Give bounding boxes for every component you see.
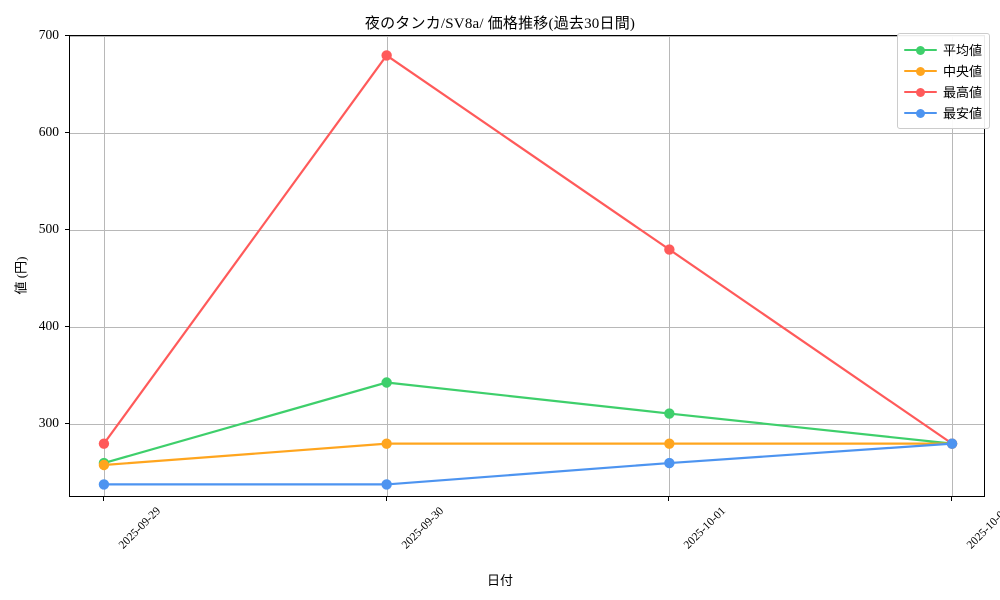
chart-title: 夜のタンカ/SV8a/ 価格推移(過去30日間): [364, 16, 636, 32]
legend-item-中央値[interactable]: 中央値: [903, 60, 982, 81]
data-point: [946, 438, 958, 449]
data-point: [381, 377, 392, 388]
x-axis-label: 日付: [486, 573, 513, 588]
data-point: [381, 50, 392, 61]
legend-item-最安値[interactable]: 最安値: [903, 102, 982, 123]
gridline-horizontal: [70, 230, 984, 232]
legend-marker-icon: [903, 86, 937, 98]
gridline-horizontal: [70, 424, 984, 426]
series-最安値: [98, 438, 958, 490]
data-point: [664, 244, 675, 255]
data-point: [381, 479, 392, 490]
data-point: [664, 438, 675, 449]
data-point: [98, 438, 110, 449]
legend-label: 平均値: [942, 43, 982, 58]
series-lines: [98, 50, 958, 490]
gridline-horizontal: [70, 327, 984, 329]
legend-label: 最安値: [942, 106, 982, 121]
y-tick-label: 600: [38, 124, 59, 140]
gridline-vertical: [669, 36, 671, 496]
y-tick-mark: [65, 229, 69, 231]
gridline-vertical: [952, 36, 954, 496]
data-point: [381, 438, 392, 449]
legend-item-平均値[interactable]: 平均値: [903, 39, 982, 60]
x-tick-label: 2025-09-30: [399, 505, 446, 552]
data-point: [98, 479, 110, 490]
y-tick-mark: [65, 326, 69, 328]
y-tick-mark: [65, 132, 69, 134]
y-tick-label: 400: [38, 318, 59, 334]
x-tick-label: 2025-09-29: [116, 505, 164, 552]
legend-item-最高値[interactable]: 最高値: [903, 81, 982, 102]
chart-legend: 平均値中央値最高値最安値: [896, 33, 990, 129]
y-tick-label: 500: [38, 221, 59, 237]
y-tick-label: 300: [38, 415, 59, 431]
x-tick-mark: [668, 497, 670, 501]
x-tick-label: 2025-10-02: [964, 505, 1000, 552]
x-tick-mark: [385, 497, 387, 501]
y-tick-label: 700: [38, 27, 59, 42]
y-axis-label: 値 (円): [13, 256, 29, 295]
gridline-horizontal: [70, 133, 984, 135]
legend-marker-icon: [903, 107, 937, 119]
gridline-vertical: [103, 36, 105, 496]
gridline-horizontal: [70, 36, 984, 37]
x-tick-mark: [951, 497, 953, 501]
plot-area: [69, 35, 985, 497]
legend-marker-icon: [903, 65, 937, 77]
x-tick-mark: [102, 497, 104, 501]
x-tick-label: 2025-10-01: [682, 505, 729, 552]
data-point: [98, 459, 110, 471]
gridline-vertical: [386, 36, 388, 496]
legend-label: 最高値: [942, 85, 982, 100]
y-tick-mark: [65, 423, 69, 425]
data-point: [664, 457, 675, 469]
y-tick-mark: [65, 35, 69, 36]
legend-label: 中央値: [942, 64, 982, 79]
data-point: [664, 408, 675, 419]
legend-marker-icon: [903, 44, 937, 56]
